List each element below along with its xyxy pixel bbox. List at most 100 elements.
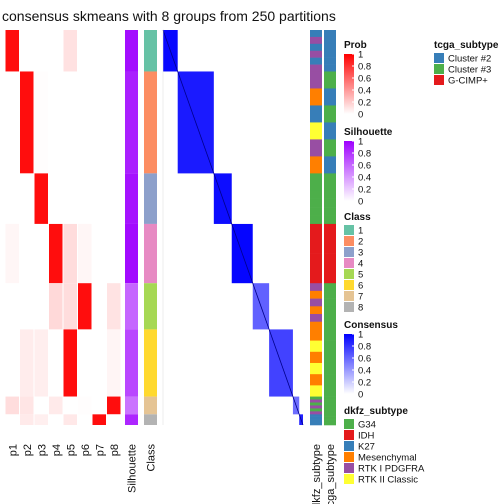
- legend-gradient-prob: [344, 54, 354, 114]
- dkfz-cell-class-2: [310, 105, 322, 123]
- dkfz-cell-class-5: [310, 290, 322, 299]
- prob-cell-p4-class-5: [49, 283, 63, 330]
- legend-swatch-class: [344, 291, 354, 301]
- dkfz-cell-class-4: [310, 263, 322, 274]
- tcga-cell-class-4: [324, 223, 336, 235]
- silhouette-cell-class-2: [125, 71, 138, 174]
- legend-label-class: 8: [358, 303, 363, 314]
- dkfz-cell-class-4: [310, 253, 322, 264]
- tcga-cell-class-5: [324, 298, 336, 307]
- prob-cell-p4-class-4: [49, 223, 63, 284]
- tcga-cell-class-7: [324, 399, 336, 403]
- legend-label-class: 6: [358, 281, 363, 292]
- legend-tick-label-consensus: 0.8: [358, 342, 371, 353]
- prob-cell-p7-class-3: [92, 173, 106, 224]
- tcga-cell-class-1: [324, 64, 336, 72]
- prob-cell-p6-class-5: [78, 283, 92, 330]
- legend-title-class: Class: [344, 212, 371, 223]
- prob-cell-p6-class-7: [78, 396, 92, 415]
- tcga-cell-class-5: [324, 283, 336, 292]
- class-cell-4: [144, 223, 157, 284]
- legend-label-dkfz_subtype: RTK I PDGFRA: [358, 464, 425, 475]
- prob-column-label-p5: p5: [65, 444, 77, 456]
- prob-cell-p1-class-4: [5, 223, 19, 284]
- tcga-cell-class-1: [324, 50, 336, 58]
- tcga-cell-class-2: [324, 88, 336, 106]
- dkfz-cell-class-6: [310, 329, 322, 341]
- legend-swatch-class: [344, 302, 354, 312]
- prob-cell-p1-class-3: [5, 173, 19, 224]
- prob-cell-p6-class-8: [78, 414, 92, 425]
- dkfz-cell-class-7: [310, 411, 322, 415]
- prob-cell-p3-class-2: [34, 71, 48, 174]
- class-cell-7: [144, 396, 157, 415]
- prob-cell-p1-class-5: [5, 283, 19, 330]
- tcga-cell-class-3: [324, 173, 336, 183]
- class-cell-6: [144, 329, 157, 397]
- legend-label-class: 1: [358, 226, 363, 237]
- prob-cell-p1-class-7: [5, 396, 19, 415]
- silhouette-cell-class-3: [125, 173, 138, 224]
- legend-title-dkfz_subtype: dkfz_subtype: [344, 406, 408, 417]
- dkfz-cell-class-8: [310, 414, 322, 417]
- legend-tick-label-silhouette: 0.4: [358, 173, 371, 184]
- silhouette-cell-class-5: [125, 283, 138, 330]
- dkfz-cell-class-6: [310, 385, 322, 397]
- consensus-diagonal-class-7: [292, 396, 300, 415]
- legend-swatch-dkfz_subtype: [344, 452, 354, 462]
- legend-label-class: 4: [358, 259, 363, 270]
- prob-cell-p8-class-2: [107, 71, 121, 174]
- prob-column-label-p7: p7: [94, 444, 106, 456]
- dkfz-cell-class-1: [310, 64, 322, 72]
- dkfz-cell-class-8: [310, 421, 322, 424]
- prob-cell-p3-class-5: [34, 283, 48, 330]
- prob-cell-p7-class-8: [92, 414, 106, 425]
- legend-tick-label-prob: 0.4: [358, 86, 371, 97]
- dkfz-cell-class-8: [310, 419, 322, 422]
- class-cell-2: [144, 71, 157, 174]
- legend-title-tcga_subtype: tcga_subtype: [434, 40, 499, 51]
- legend-swatch-tcga_subtype: [434, 75, 444, 85]
- prob-cell-p8-class-5: [107, 283, 121, 330]
- legend-gradient-consensus: [344, 334, 354, 394]
- tcga-cell-class-2: [324, 156, 336, 174]
- prob-cell-p1-class-2: [5, 71, 19, 174]
- legend-tick-label-silhouette: 0: [358, 197, 363, 208]
- dkfz-cell-class-7: [310, 399, 322, 403]
- prob-cell-p3-class-1: [34, 30, 48, 72]
- tcga-cell-class-4: [324, 243, 336, 254]
- legend-label-class: 2: [358, 237, 363, 248]
- prob-cell-p2-class-4: [20, 223, 34, 284]
- legend-tick-label-prob: 0.2: [358, 98, 371, 109]
- dkfz-cell-class-8: [310, 416, 322, 419]
- legend-swatch-dkfz_subtype: [344, 419, 354, 429]
- prob-cell-p2-class-5: [20, 283, 34, 330]
- tcga-cell-class-6: [324, 374, 336, 386]
- dkfz-cell-class-6: [310, 374, 322, 386]
- tcga-cell-class-4: [324, 273, 336, 284]
- prob-cell-p5-class-2: [63, 71, 77, 174]
- legend-tick-label-consensus: 0: [358, 390, 363, 401]
- dkfz-cell-class-5: [310, 314, 322, 323]
- prob-cell-p3-class-6: [34, 329, 48, 397]
- tcga-cell-class-8: [324, 419, 336, 422]
- tcga-cell-class-7: [324, 408, 336, 412]
- prob-cell-p7-class-4: [92, 223, 106, 284]
- prob-cell-p1-class-1: [5, 30, 19, 72]
- legend-swatch-dkfz_subtype: [344, 474, 354, 484]
- prob-cell-p8-class-8: [107, 414, 121, 425]
- consensus-diagonal-class-3: [213, 173, 233, 225]
- tcga-column-label: tcga_subtype: [325, 444, 337, 504]
- tcga-cell-class-1: [324, 30, 336, 38]
- dkfz-cell-class-3: [310, 190, 322, 199]
- prob-cell-p6-class-3: [78, 173, 92, 224]
- tcga-cell-class-1: [324, 43, 336, 52]
- dkfz-cell-class-2: [310, 71, 322, 89]
- dkfz-cell-class-6: [310, 362, 322, 375]
- silhouette-cell-class-8: [125, 414, 138, 425]
- legend-tick-label-consensus: 0.4: [358, 366, 371, 377]
- prob-cell-p2-class-1: [20, 30, 34, 72]
- silhouette-cell-class-7: [125, 396, 138, 415]
- tcga-cell-class-8: [324, 416, 336, 419]
